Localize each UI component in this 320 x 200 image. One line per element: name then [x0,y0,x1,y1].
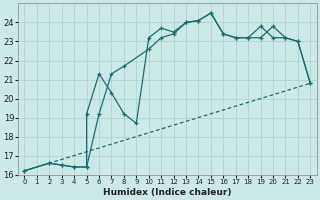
X-axis label: Humidex (Indice chaleur): Humidex (Indice chaleur) [103,188,232,197]
